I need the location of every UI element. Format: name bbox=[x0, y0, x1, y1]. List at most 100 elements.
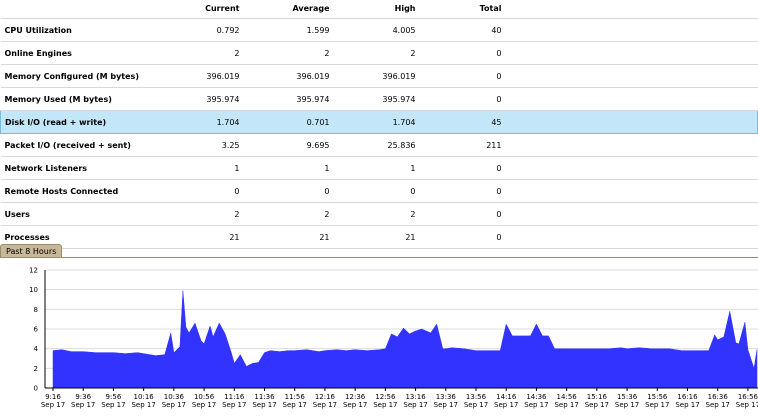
x-tick-date: Sep 17 bbox=[615, 401, 639, 409]
x-tick-date: Sep 17 bbox=[313, 401, 337, 409]
row-current: 2 bbox=[163, 202, 240, 226]
row-label: Packet I/O (received + sent) bbox=[0, 133, 164, 157]
x-tick-time: 13:16 bbox=[405, 393, 426, 401]
table-row[interactable]: Online Engines 2 2 2 0 bbox=[0, 41, 758, 65]
x-tick-date: Sep 17 bbox=[494, 401, 518, 409]
x-tick-time: 16:36 bbox=[708, 393, 729, 401]
x-tick-date: Sep 17 bbox=[524, 401, 548, 409]
row-average: 9.695 bbox=[239, 133, 330, 157]
x-tick-time: 10:16 bbox=[134, 393, 155, 401]
x-tick-time: 10:36 bbox=[164, 393, 185, 401]
y-tick-label: 4 bbox=[34, 345, 39, 353]
table-row[interactable]: Packet I/O (received + sent) 3.25 9.695 25.… bbox=[0, 133, 758, 157]
table-row[interactable]: Users 2 2 2 0 bbox=[0, 202, 758, 226]
row-spacer bbox=[501, 179, 758, 203]
row-current: 0.792 bbox=[163, 18, 240, 42]
header-high[interactable]: High bbox=[329, 0, 416, 19]
row-current: 1.704 bbox=[163, 110, 240, 134]
row-total: 211 bbox=[415, 133, 502, 157]
table-row[interactable]: Disk I/O (read + write) 1.704 0.701 1.704 45 bbox=[0, 110, 758, 134]
disk-io-series-area bbox=[52, 290, 758, 389]
x-tick-time: 15:36 bbox=[617, 393, 638, 401]
row-label: Processes bbox=[0, 225, 164, 249]
row-current: 21 bbox=[163, 225, 240, 249]
table-row[interactable]: CPU Utilization 0.792 1.599 4.005 40 bbox=[0, 18, 758, 42]
row-high: 21 bbox=[329, 225, 416, 249]
x-tick-time: 15:56 bbox=[647, 393, 668, 401]
tab-past-8-hours[interactable]: Past 8 Hours bbox=[0, 244, 63, 258]
metrics-table: Current Average High Total CPU Utilizati… bbox=[0, 0, 758, 249]
header-label bbox=[0, 0, 164, 19]
row-label: Disk I/O (read + write) bbox=[0, 110, 164, 134]
row-total: 0 bbox=[415, 156, 502, 180]
row-spacer bbox=[501, 64, 758, 88]
row-current: 395.974 bbox=[163, 87, 240, 111]
row-total: 45 bbox=[415, 110, 502, 134]
row-average: 0 bbox=[239, 179, 330, 203]
row-total: 40 bbox=[415, 18, 502, 42]
x-tick-time: 16:16 bbox=[677, 393, 698, 401]
y-tick-label: 10 bbox=[29, 286, 38, 294]
x-tick-time: 12:36 bbox=[345, 393, 366, 401]
row-spacer bbox=[501, 18, 758, 42]
row-label: Network Listeners bbox=[0, 156, 164, 180]
x-tick-date: Sep 17 bbox=[101, 401, 125, 409]
x-tick-date: Sep 17 bbox=[585, 401, 609, 409]
x-tick-time: 9:16 bbox=[45, 393, 61, 401]
x-tick-time: 9:56 bbox=[106, 393, 122, 401]
row-average: 395.974 bbox=[239, 87, 330, 111]
x-tick-time: 16:56 bbox=[738, 393, 758, 401]
row-high: 4.005 bbox=[329, 18, 416, 42]
row-label: Remote Hosts Connected bbox=[0, 179, 164, 203]
header-total[interactable]: Total bbox=[415, 0, 502, 19]
row-spacer bbox=[501, 110, 758, 134]
row-spacer bbox=[501, 87, 758, 111]
table-header-row: Current Average High Total bbox=[0, 0, 758, 19]
y-tick-label: 12 bbox=[29, 267, 38, 275]
row-label: Memory Configured (M bytes) bbox=[0, 64, 164, 88]
row-current: 3.25 bbox=[163, 133, 240, 157]
header-average[interactable]: Average bbox=[239, 0, 330, 19]
x-tick-time: 12:16 bbox=[315, 393, 336, 401]
table-row[interactable]: Memory Used (M bytes) 395.974 395.974 395.9… bbox=[0, 87, 758, 111]
table-row[interactable]: Remote Hosts Connected 0 0 0 0 bbox=[0, 179, 758, 203]
x-tick-date: Sep 17 bbox=[162, 401, 186, 409]
table-row[interactable]: Processes 21 21 21 0 bbox=[0, 225, 758, 249]
x-tick-date: Sep 17 bbox=[464, 401, 488, 409]
table-row[interactable]: Memory Configured (M bytes) 396.019 396.01… bbox=[0, 64, 758, 88]
row-spacer bbox=[501, 202, 758, 226]
row-average: 2 bbox=[239, 202, 330, 226]
x-tick-time: 11:16 bbox=[224, 393, 245, 401]
x-tick-date: Sep 17 bbox=[343, 401, 367, 409]
row-current: 0 bbox=[163, 179, 240, 203]
x-tick-date: Sep 17 bbox=[71, 401, 95, 409]
row-spacer bbox=[501, 156, 758, 180]
row-high: 2 bbox=[329, 202, 416, 226]
row-high: 1 bbox=[329, 156, 416, 180]
row-total: 0 bbox=[415, 179, 502, 203]
x-tick-time: 12:56 bbox=[375, 393, 396, 401]
header-current[interactable]: Current bbox=[163, 0, 240, 19]
row-spacer bbox=[501, 41, 758, 65]
x-tick-date: Sep 17 bbox=[283, 401, 307, 409]
row-label: CPU Utilization bbox=[0, 18, 164, 42]
row-total: 0 bbox=[415, 202, 502, 226]
x-tick-time: 13:56 bbox=[466, 393, 487, 401]
x-tick-date: Sep 17 bbox=[252, 401, 276, 409]
row-current: 2 bbox=[163, 41, 240, 65]
row-average: 396.019 bbox=[239, 64, 330, 88]
tab-divider bbox=[0, 257, 758, 258]
table-row[interactable]: Network Listeners 1 1 1 0 bbox=[0, 156, 758, 180]
row-average: 2 bbox=[239, 41, 330, 65]
row-total: 0 bbox=[415, 64, 502, 88]
x-tick-date: Sep 17 bbox=[192, 401, 216, 409]
x-tick-date: Sep 17 bbox=[706, 401, 730, 409]
x-tick-date: Sep 17 bbox=[403, 401, 427, 409]
row-total: 0 bbox=[415, 225, 502, 249]
x-tick-date: Sep 17 bbox=[373, 401, 397, 409]
x-tick-date: Sep 17 bbox=[675, 401, 699, 409]
x-tick-time: 14:36 bbox=[526, 393, 547, 401]
row-high: 395.974 bbox=[329, 87, 416, 111]
row-high: 396.019 bbox=[329, 64, 416, 88]
row-average: 1.599 bbox=[239, 18, 330, 42]
